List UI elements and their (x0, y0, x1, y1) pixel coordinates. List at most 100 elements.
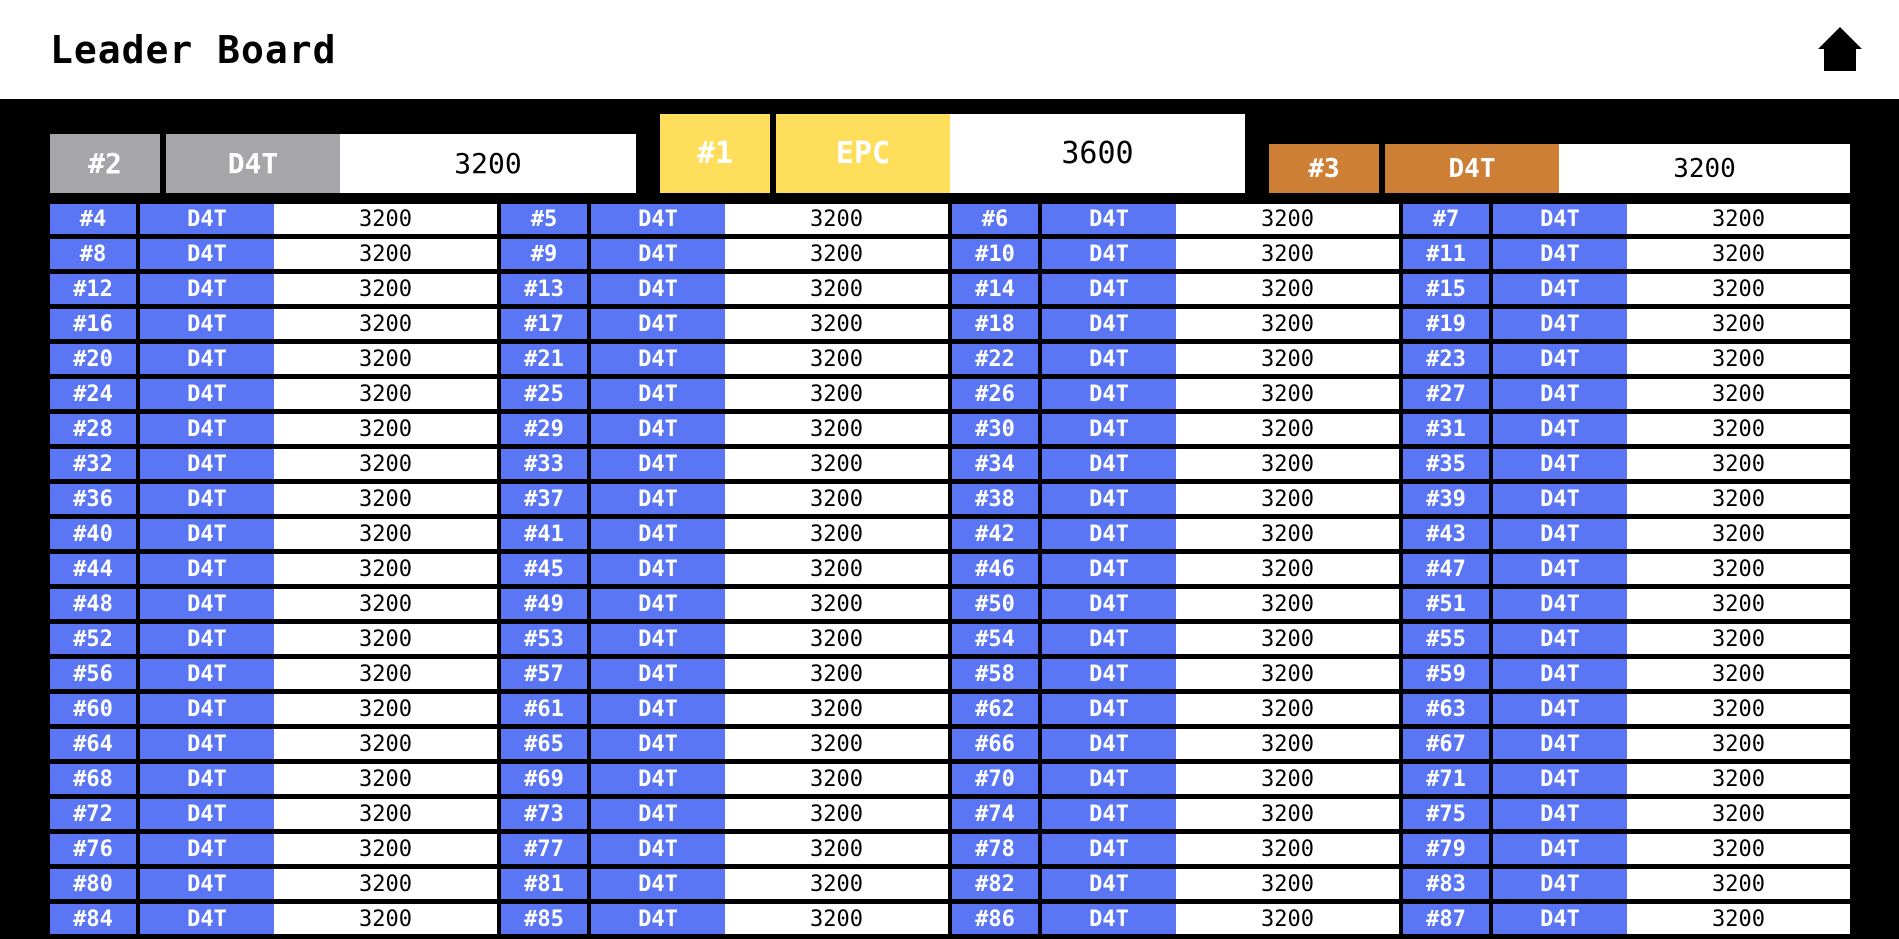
list-item: #61 D4T 3200 (501, 694, 948, 724)
entry-name: D4T (1042, 659, 1176, 689)
list-item: #15 D4T 3200 (1403, 274, 1850, 304)
list-item: #86 D4T 3200 (952, 904, 1399, 934)
entry-rank: #21 (501, 344, 587, 374)
entry-name: D4T (591, 799, 725, 829)
entry-rank: #35 (1403, 449, 1489, 479)
entry-rank: #31 (1403, 414, 1489, 444)
podium-third: #3 D4T 3200 (1269, 144, 1850, 193)
entry-rank: #18 (952, 309, 1038, 339)
entry-rank: #51 (1403, 589, 1489, 619)
entry-score: 3200 (1627, 729, 1850, 759)
entry-rank: #52 (50, 624, 136, 654)
list-item: #87 D4T 3200 (1403, 904, 1850, 934)
entry-score: 3200 (725, 764, 948, 794)
entry-name: D4T (1042, 344, 1176, 374)
entry-rank: #32 (50, 449, 136, 479)
entry-rank: #28 (50, 414, 136, 444)
list-item: #40 D4T 3200 (50, 519, 497, 549)
entry-name: D4T (591, 659, 725, 689)
entry-name: D4T (1042, 274, 1176, 304)
podium-name: D4T (166, 134, 340, 193)
entry-score: 3200 (725, 449, 948, 479)
entry-rank: #84 (50, 904, 136, 934)
entry-rank: #43 (1403, 519, 1489, 549)
entry-name: D4T (591, 274, 725, 304)
entry-rank: #12 (50, 274, 136, 304)
entry-name: D4T (1493, 659, 1627, 689)
entry-rank: #14 (952, 274, 1038, 304)
entry-name: D4T (591, 449, 725, 479)
list-item: #50 D4T 3200 (952, 589, 1399, 619)
list-item: #81 D4T 3200 (501, 869, 948, 899)
entry-rank: #38 (952, 484, 1038, 514)
list-item: #14 D4T 3200 (952, 274, 1399, 304)
entry-name: D4T (591, 869, 725, 899)
list-item: #41 D4T 3200 (501, 519, 948, 549)
list-item: #48 D4T 3200 (50, 589, 497, 619)
entry-rank: #53 (501, 624, 587, 654)
entry-rank: #33 (501, 449, 587, 479)
entry-name: D4T (1493, 869, 1627, 899)
entry-score: 3200 (274, 659, 497, 689)
entry-rank: #63 (1403, 694, 1489, 724)
entry-score: 3200 (725, 344, 948, 374)
entry-name: D4T (140, 484, 274, 514)
entry-score: 3200 (1627, 204, 1850, 234)
list-item: #25 D4T 3200 (501, 379, 948, 409)
entry-score: 3200 (1176, 519, 1399, 549)
list-item: #47 D4T 3200 (1403, 554, 1850, 584)
entry-score: 3200 (274, 274, 497, 304)
list-item: #70 D4T 3200 (952, 764, 1399, 794)
list-item: #33 D4T 3200 (501, 449, 948, 479)
list-item: #78 D4T 3200 (952, 834, 1399, 864)
entry-name: D4T (591, 694, 725, 724)
home-icon[interactable] (1815, 24, 1865, 74)
entry-name: D4T (1042, 414, 1176, 444)
entry-rank: #45 (501, 554, 587, 584)
entry-score: 3200 (1176, 869, 1399, 899)
entry-name: D4T (1042, 589, 1176, 619)
entry-score: 3200 (725, 309, 948, 339)
entry-score: 3200 (1627, 799, 1850, 829)
list-item: #56 D4T 3200 (50, 659, 497, 689)
entry-name: D4T (140, 624, 274, 654)
entry-score: 3200 (274, 589, 497, 619)
entry-score: 3200 (1176, 624, 1399, 654)
entry-name: D4T (1493, 729, 1627, 759)
podium-second: #2 D4T 3200 (50, 134, 636, 193)
entry-name: D4T (1493, 204, 1627, 234)
entry-name: D4T (1042, 239, 1176, 269)
entry-score: 3200 (1176, 239, 1399, 269)
entry-score: 3200 (1176, 834, 1399, 864)
entry-score: 3200 (1627, 659, 1850, 689)
entry-name: D4T (1042, 484, 1176, 514)
list-item: #76 D4T 3200 (50, 834, 497, 864)
entry-name: D4T (591, 624, 725, 654)
entry-score: 3200 (274, 799, 497, 829)
list-item: #24 D4T 3200 (50, 379, 497, 409)
entry-score: 3200 (725, 274, 948, 304)
entry-name: D4T (140, 379, 274, 409)
entry-rank: #57 (501, 659, 587, 689)
entry-name: D4T (1493, 449, 1627, 479)
entry-name: D4T (1493, 694, 1627, 724)
list-item: #55 D4T 3200 (1403, 624, 1850, 654)
list-item: #42 D4T 3200 (952, 519, 1399, 549)
list-item: #38 D4T 3200 (952, 484, 1399, 514)
entry-rank: #48 (50, 589, 136, 619)
list-item: #84 D4T 3200 (50, 904, 497, 934)
entry-rank: #44 (50, 554, 136, 584)
entry-rank: #40 (50, 519, 136, 549)
entry-name: D4T (1493, 414, 1627, 444)
list-item: #7 D4T 3200 (1403, 204, 1850, 234)
entry-rank: #36 (50, 484, 136, 514)
entry-score: 3200 (1176, 449, 1399, 479)
entry-rank: #41 (501, 519, 587, 549)
entry-rank: #50 (952, 589, 1038, 619)
header-bar: Leader Board (0, 0, 1899, 99)
entry-score: 3200 (274, 379, 497, 409)
list-item: #49 D4T 3200 (501, 589, 948, 619)
podium-rank: #3 (1269, 144, 1379, 193)
entry-score: 3200 (725, 869, 948, 899)
entry-name: D4T (140, 659, 274, 689)
